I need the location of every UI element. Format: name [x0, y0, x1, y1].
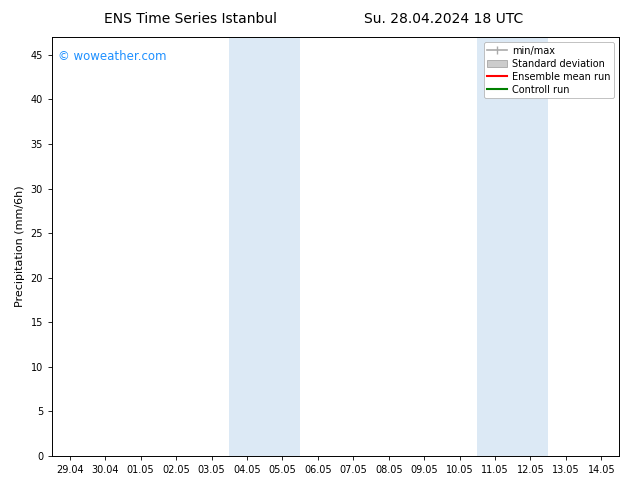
Y-axis label: Precipitation (mm/6h): Precipitation (mm/6h) — [15, 186, 25, 307]
Bar — [230, 37, 300, 456]
Legend: min/max, Standard deviation, Ensemble mean run, Controll run: min/max, Standard deviation, Ensemble me… — [484, 42, 614, 98]
Bar — [477, 37, 548, 456]
Text: ENS Time Series Istanbul: ENS Time Series Istanbul — [104, 12, 276, 26]
Text: © woweather.com: © woweather.com — [58, 49, 166, 63]
Text: Su. 28.04.2024 18 UTC: Su. 28.04.2024 18 UTC — [364, 12, 524, 26]
